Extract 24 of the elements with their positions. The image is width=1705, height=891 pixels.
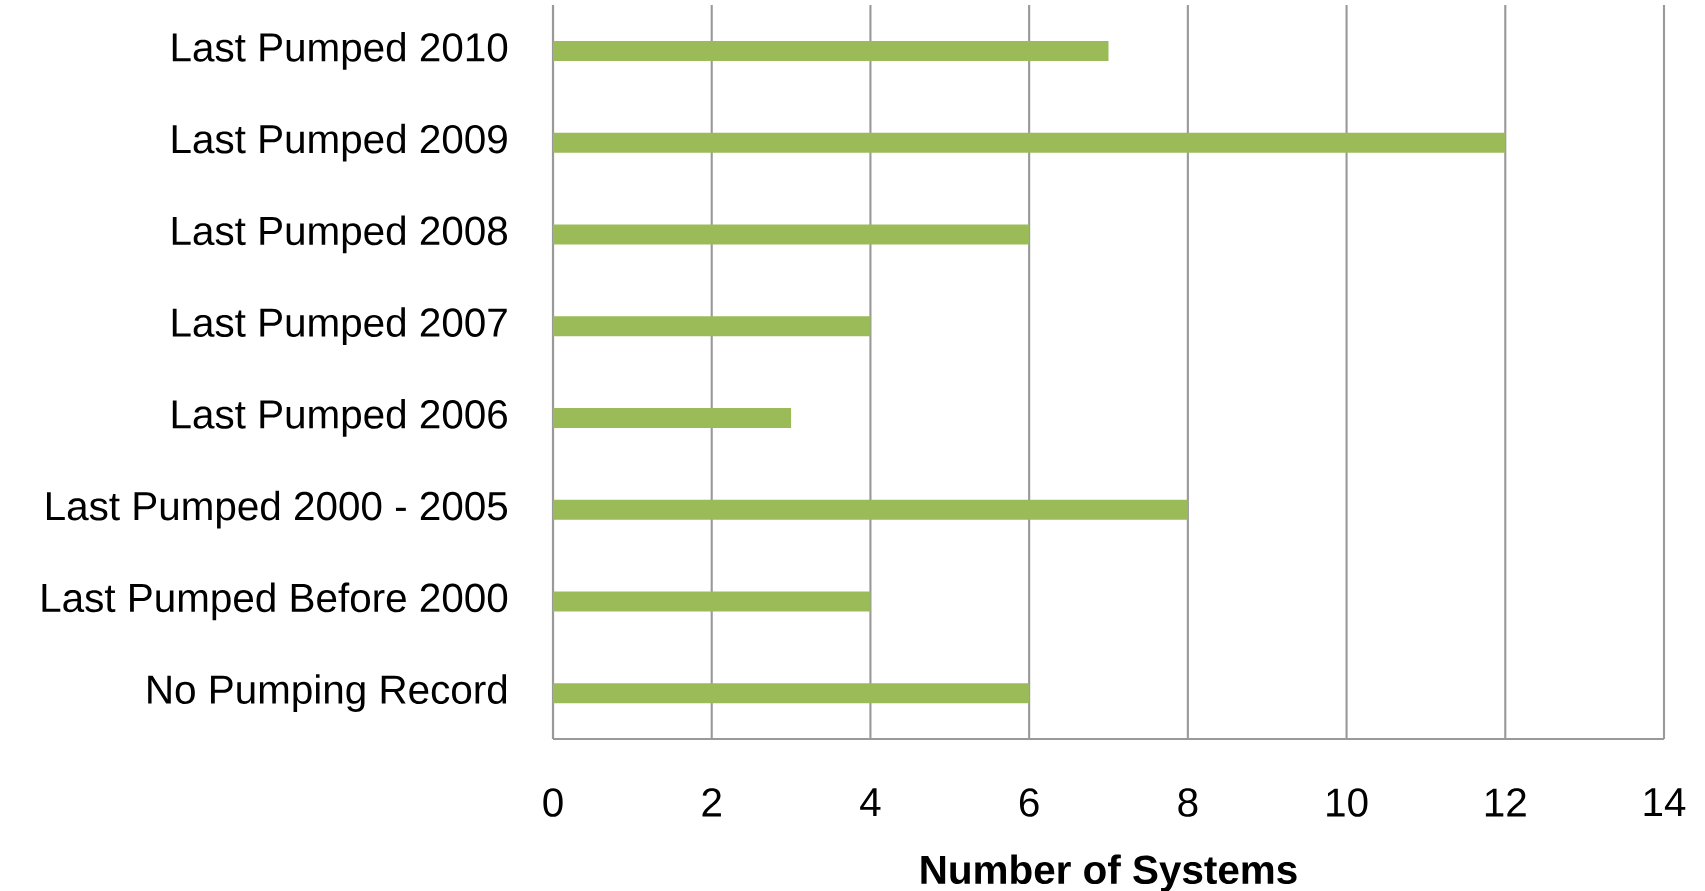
bar <box>553 499 1188 520</box>
x-tick-label: 12 <box>1485 788 1526 817</box>
bar <box>553 40 1109 61</box>
x-tick-label: 10 <box>1327 788 1368 817</box>
bar <box>553 316 871 337</box>
x-tick-label: 4 <box>860 788 881 816</box>
x-tick-label: 14 <box>1644 788 1686 816</box>
bar <box>553 132 1506 153</box>
y-tick-label: Last Pumped 2000 - 2005 <box>46 490 508 529</box>
y-tick-label: Last Pumped 2008 <box>172 215 507 254</box>
bar <box>553 683 1030 704</box>
y-tick-label: Last Pumped 2007 <box>172 307 507 345</box>
y-tick-label: Last Pumped Before 2000 <box>42 582 508 621</box>
bar <box>553 224 1030 245</box>
x-tick-label: 0 <box>543 788 563 817</box>
y-tick-label: No Pumping Record <box>148 674 507 712</box>
bar <box>553 407 792 428</box>
y-tick-label: Last Pumped 2009 <box>172 123 507 162</box>
y-tick-label: Last Pumped 2006 <box>172 399 507 437</box>
bar <box>553 591 871 612</box>
x-tick-label: 6 <box>1019 788 1039 817</box>
x-tick-label: 2 <box>702 788 721 817</box>
y-tick-label: Last Pumped 2010 <box>172 32 508 70</box>
x-tick-label: 8 <box>1178 788 1198 817</box>
